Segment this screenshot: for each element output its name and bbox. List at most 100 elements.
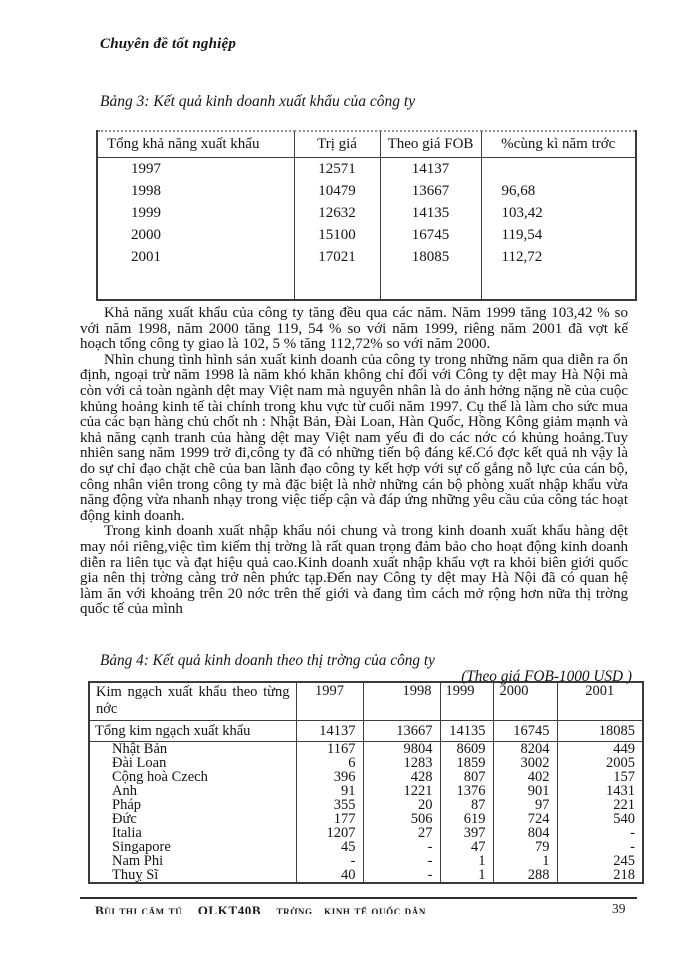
col-header-capacity: Tổng khả năng xuất khẩu <box>97 131 294 158</box>
country-value-cell: 807 <box>439 770 493 784</box>
country-name-cell: Nam Phi <box>112 854 164 868</box>
col-header-fob: Theo giá FOB <box>379 131 481 158</box>
country-value-cell: 79 <box>492 840 557 854</box>
country-value-cell: 87 <box>439 798 493 812</box>
country-row: Đức 177 506 619 724 540 <box>89 812 643 826</box>
country-value-cell: 157 <box>556 770 643 784</box>
country-value-cell: 402 <box>492 770 557 784</box>
country-value-cell: 45 <box>295 840 363 854</box>
country-value-cell: - <box>362 854 440 868</box>
country-value-cell: 8609 <box>439 741 493 756</box>
table-row: 1997 12571 14137 <box>97 157 636 180</box>
value-cell: 15100 <box>293 224 380 246</box>
country-value-cell: 40 <box>295 868 363 883</box>
country-value-cell: 1221 <box>362 784 440 798</box>
country-name-cell: Cộng hoà Czech <box>112 770 208 784</box>
body-paragraph: Nhìn chung tình hình sản xuất kinh doanh… <box>80 351 628 524</box>
country-value-cell: - <box>556 840 643 854</box>
total-value-cell: 13667 <box>362 720 440 742</box>
country-value-cell: 20 <box>362 798 440 812</box>
table-row: 2000 15100 16745 119,54 <box>97 224 636 246</box>
value-cell: 12632 <box>293 202 380 224</box>
footer-author-text: Bùi thị cẩm tú QLKT40B trờng kinh tế quố… <box>95 903 426 914</box>
col-header-2000: 2000 <box>492 682 557 721</box>
export-results-table: Tổng khả năng xuất khẩu Trị giá Theo giá… <box>96 130 637 301</box>
country-row: Nhật Bản 1167 9804 8609 8204 449 <box>89 741 643 756</box>
table3-caption: Bảng 3: Kết quả kinh doanh xuất khẩu của… <box>100 93 416 110</box>
country-value-cell: 1167 <box>295 741 363 756</box>
total-value-cell: 14135 <box>439 720 493 742</box>
value-cell: 13667 <box>379 180 481 202</box>
spacer-row <box>97 268 636 300</box>
table4-caption: Bảng 4: Kết quả kinh doanh theo thị trờn… <box>100 652 435 669</box>
footer-divider <box>80 897 637 899</box>
country-value-cell: - <box>556 826 643 840</box>
country-name-cell: Pháp <box>112 798 141 812</box>
year-cell: 1999 <box>131 204 161 221</box>
country-value-cell: 804 <box>492 826 557 840</box>
col-header-value: Trị giá <box>293 131 380 158</box>
value-cell: 12571 <box>293 157 380 180</box>
country-value-cell: 27 <box>362 826 440 840</box>
country-value-cell: 619 <box>439 812 493 826</box>
country-value-cell: 8204 <box>492 741 557 756</box>
value-cell: 14135 <box>379 202 481 224</box>
total-row: Tổng kim ngạch xuất khẩu 14137 13667 141… <box>89 720 643 742</box>
table-row: 2001 17021 18085 112,72 <box>97 246 636 268</box>
country-row: Thuỵ Sĩ 40 - 1 288 218 <box>89 868 643 883</box>
total-value-cell: 16745 <box>492 720 557 742</box>
col-header-1997: 1997 <box>295 682 363 721</box>
country-value-cell: 397 <box>439 826 493 840</box>
country-value-cell: 1207 <box>295 826 363 840</box>
country-row: Cộng hoà Czech 396 428 807 402 157 <box>89 770 643 784</box>
country-value-cell: 1376 <box>439 784 493 798</box>
table-header-row: Kim ngạch xuất khẩu theo từng nớc 1997 1… <box>89 682 643 721</box>
country-value-cell: 1 <box>492 854 557 868</box>
body-text: Khả năng xuất khẩu của công ty tăng đều … <box>80 306 628 652</box>
country-value-cell: 288 <box>492 868 557 883</box>
value-cell: 10479 <box>293 180 380 202</box>
country-value-cell: 245 <box>556 854 643 868</box>
market-results-table: Kim ngạch xuất khẩu theo từng nớc 1997 1… <box>88 681 644 884</box>
country-value-cell: 506 <box>362 812 440 826</box>
country-value-cell: 901 <box>492 784 557 798</box>
country-value-cell: 396 <box>295 770 363 784</box>
country-value-cell: 428 <box>362 770 440 784</box>
empty-cell <box>480 268 636 300</box>
value-cell: 17021 <box>293 246 380 268</box>
country-row: Anh 91 1221 1376 901 1431 <box>89 784 643 798</box>
country-value-cell: 3002 <box>492 756 557 770</box>
empty-cell <box>293 268 380 300</box>
fob-price-note: (Theo giá FOB-1000 USD ) <box>461 668 632 685</box>
country-value-cell: 218 <box>556 868 643 883</box>
year-cell: 1998 <box>131 182 161 199</box>
col-header-market: Kim ngạch xuất khẩu theo từng nớc <box>89 682 296 721</box>
body-paragraph: Khả năng xuất khẩu của công ty tăng đều … <box>80 306 628 353</box>
country-name-cell: Italia <box>112 826 142 840</box>
country-value-cell: 47 <box>439 840 493 854</box>
value-cell: 16745 <box>379 224 481 246</box>
country-value-cell: 1283 <box>362 756 440 770</box>
country-row: Nam Phi - - 1 1 245 <box>89 854 643 868</box>
table-row: 1998 10479 13667 96,68 <box>97 180 636 202</box>
country-value-cell: - <box>295 854 363 868</box>
value-cell: 112,72 <box>480 246 636 268</box>
body-paragraph: Trong kinh doanh xuất nhập khẩu nói chun… <box>80 523 628 618</box>
table-header-row: Tổng khả năng xuất khẩu Trị giá Theo giá… <box>97 131 636 158</box>
country-value-cell: 1431 <box>556 784 643 798</box>
country-value-cell: 177 <box>295 812 363 826</box>
country-name-cell: Đài Loan <box>112 756 167 770</box>
page-header: Chuyên đề tốt nghiệp <box>100 36 237 52</box>
country-name-cell: Singapore <box>112 840 171 854</box>
country-value-cell: 97 <box>492 798 557 812</box>
country-value-cell: 1859 <box>439 756 493 770</box>
country-value-cell: - <box>362 840 440 854</box>
country-value-cell: 6 <box>295 756 363 770</box>
country-name-cell: Thuỵ Sĩ <box>112 868 159 883</box>
country-value-cell: 1 <box>439 868 493 883</box>
col-header-1998: 1998 <box>362 682 440 721</box>
value-cell: 14137 <box>379 157 481 180</box>
value-cell: 18085 <box>379 246 481 268</box>
country-value-cell: 724 <box>492 812 557 826</box>
total-value-cell: 14137 <box>295 720 363 742</box>
